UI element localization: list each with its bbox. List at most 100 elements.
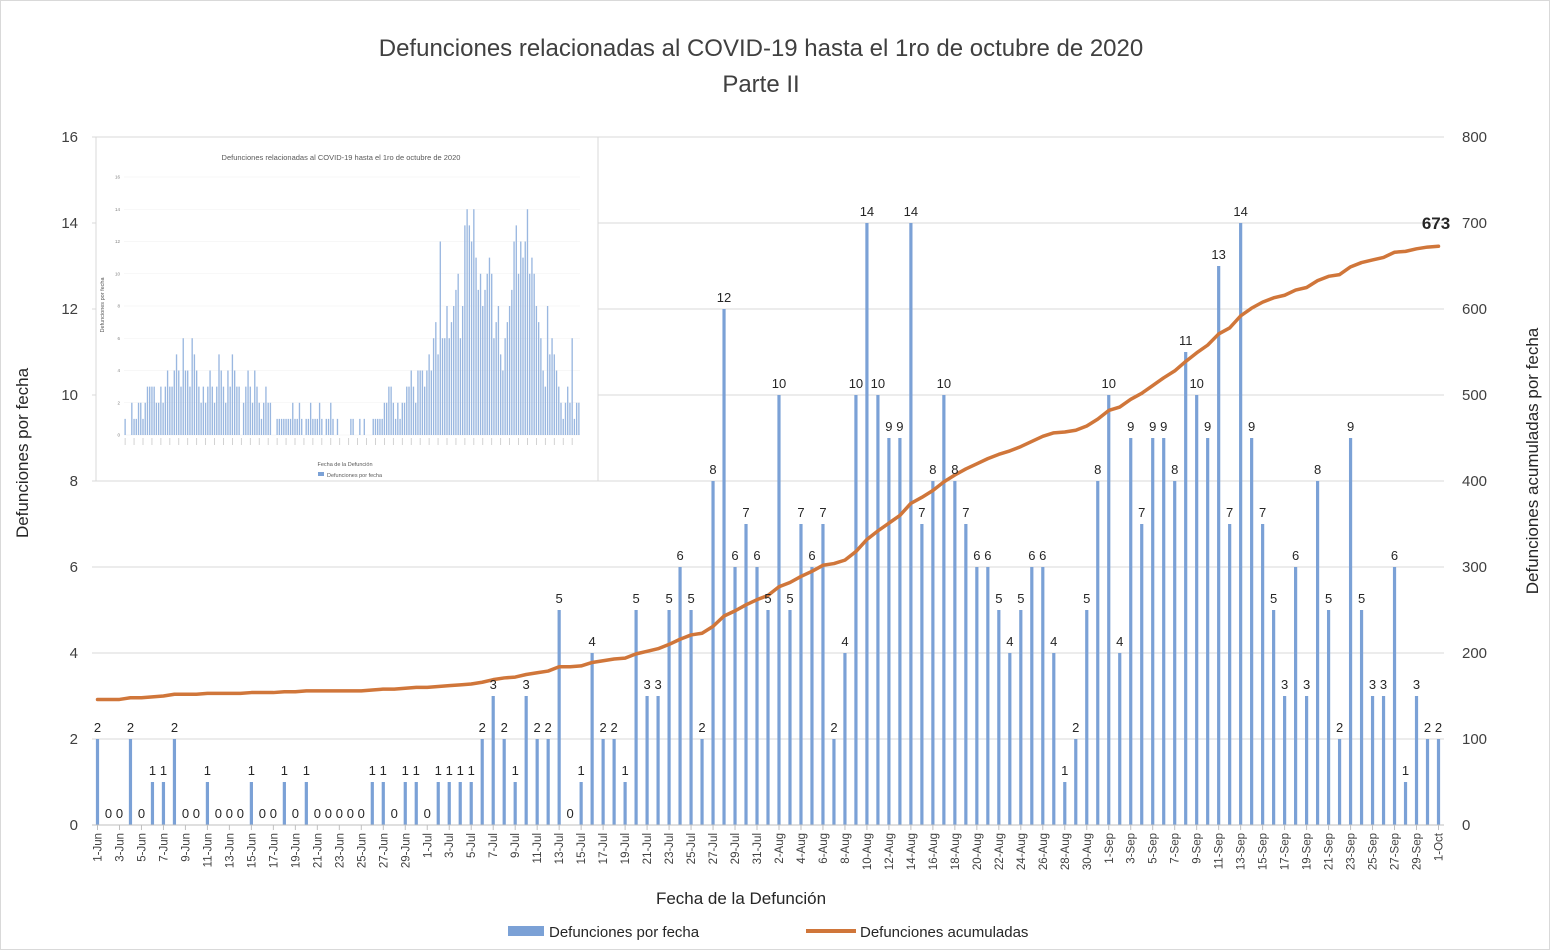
x-tick-label: 23-Jul xyxy=(664,833,676,864)
inset-bar xyxy=(544,386,547,435)
x-tick-label: 9-Jun xyxy=(180,833,192,862)
inset-bar xyxy=(142,418,144,435)
y2-tick-label: 200 xyxy=(1462,645,1487,662)
inset-bar xyxy=(256,386,258,435)
inset-bar xyxy=(287,418,289,435)
inset-bar xyxy=(567,386,569,435)
y-tick-label: 6 xyxy=(70,559,78,576)
y-tick-label: 16 xyxy=(61,129,78,146)
inset-bar xyxy=(555,370,558,435)
bar-data-label: 5 xyxy=(1358,591,1365,606)
inset-bar xyxy=(482,306,484,435)
inset-bar xyxy=(417,370,419,435)
bar xyxy=(843,653,847,825)
inset-bar xyxy=(546,306,549,435)
inset-bar xyxy=(189,386,191,435)
inset-bar xyxy=(453,306,455,435)
bar-data-label: 5 xyxy=(687,591,694,606)
x-tick-label: 23-Sep xyxy=(1346,833,1358,870)
bar xyxy=(1217,266,1221,825)
inset-bar xyxy=(479,273,482,435)
bar-data-label: 5 xyxy=(764,591,771,606)
inset-bar xyxy=(401,402,403,435)
x-tick-label: 18-Aug xyxy=(950,833,962,870)
bar xyxy=(381,782,385,825)
x-tick-label: 13-Jul xyxy=(554,833,566,864)
bar-data-label: 7 xyxy=(1259,505,1266,520)
x-tick-label: 14-Aug xyxy=(906,833,918,870)
bar-data-label: 6 xyxy=(753,548,760,563)
inset-bar xyxy=(332,418,334,435)
inset-bar xyxy=(269,402,272,435)
inset-bar xyxy=(415,402,417,435)
y2-axis-title: Defunciones acumuladas por fecha xyxy=(1523,327,1542,594)
inset-bar xyxy=(374,418,377,435)
bar-data-label: 6 xyxy=(808,548,815,563)
inset-bar xyxy=(573,418,576,435)
inset-bar xyxy=(327,418,330,435)
inset-bar xyxy=(309,402,312,435)
inset-bar xyxy=(229,386,231,435)
y-tick-label: 14 xyxy=(61,215,78,232)
inset-bar xyxy=(193,354,196,435)
inset-bar xyxy=(455,289,457,435)
bar-data-label: 0 xyxy=(424,806,431,821)
bar-data-label: 1 xyxy=(457,763,464,778)
inset-bar xyxy=(437,354,439,435)
inset-bar xyxy=(377,418,379,435)
inset-y-tick-label: 10 xyxy=(115,271,121,276)
inset-bar xyxy=(372,418,374,435)
x-tick-label: 2-Aug xyxy=(774,833,786,864)
bar xyxy=(414,782,418,825)
y2-tick-label: 400 xyxy=(1462,473,1487,490)
bar xyxy=(755,567,759,825)
inset-gridlines: 0 2 4 6 8 10 12 14 16 xyxy=(115,175,580,438)
bar-data-label: 3 xyxy=(1303,677,1310,692)
inset-bar xyxy=(439,241,441,435)
bar xyxy=(1173,481,1177,825)
bar xyxy=(458,782,462,825)
x-tick-label: 19-Jul xyxy=(620,833,632,864)
inset-bar xyxy=(470,241,473,435)
bar-data-label: 3 xyxy=(1413,677,1420,692)
bar xyxy=(689,610,693,825)
x-tick-label: 17-Jul xyxy=(598,833,610,864)
bar-data-label: 3 xyxy=(643,677,650,692)
inset-bar xyxy=(569,402,571,435)
bar xyxy=(1239,223,1243,825)
inset-y-tick-label: 14 xyxy=(115,207,121,212)
y2-tick-label: 500 xyxy=(1462,387,1487,404)
bar xyxy=(1140,524,1144,825)
bar-data-label: 3 xyxy=(1281,677,1288,692)
bar-data-label: 7 xyxy=(1226,505,1233,520)
bar-data-label: 9 xyxy=(885,419,892,434)
bar xyxy=(898,438,902,825)
inset-bar xyxy=(301,418,303,435)
inset-bar xyxy=(213,402,216,435)
inset-bar xyxy=(522,257,524,435)
bar-data-label: 8 xyxy=(1094,462,1101,477)
bar-data-label: 6 xyxy=(676,548,683,563)
bar xyxy=(403,782,407,825)
bar-data-label: 4 xyxy=(841,634,848,649)
bar xyxy=(1305,696,1309,825)
x-tick-label: 20-Aug xyxy=(972,833,984,870)
bar-data-label: 10 xyxy=(937,376,951,391)
inset-bar xyxy=(394,418,397,435)
x-tick-label: 22-Aug xyxy=(994,833,1006,870)
x-tick-label: 17-Sep xyxy=(1280,833,1292,870)
inset-bar xyxy=(444,338,446,435)
inset-bar xyxy=(140,402,142,435)
bar xyxy=(799,524,803,825)
inset-bar xyxy=(133,418,135,435)
inset-bar xyxy=(350,418,352,435)
inset-bar xyxy=(191,338,193,435)
inset-bar xyxy=(198,386,200,435)
bar-data-label: 6 xyxy=(1028,548,1035,563)
bar xyxy=(172,739,177,825)
inset-bar xyxy=(265,386,267,435)
inset-bar xyxy=(491,273,493,435)
x-tick-label: 27-Jun xyxy=(378,833,390,868)
x-tick-label: 30-Aug xyxy=(1082,833,1094,870)
inset-bar xyxy=(461,306,464,435)
